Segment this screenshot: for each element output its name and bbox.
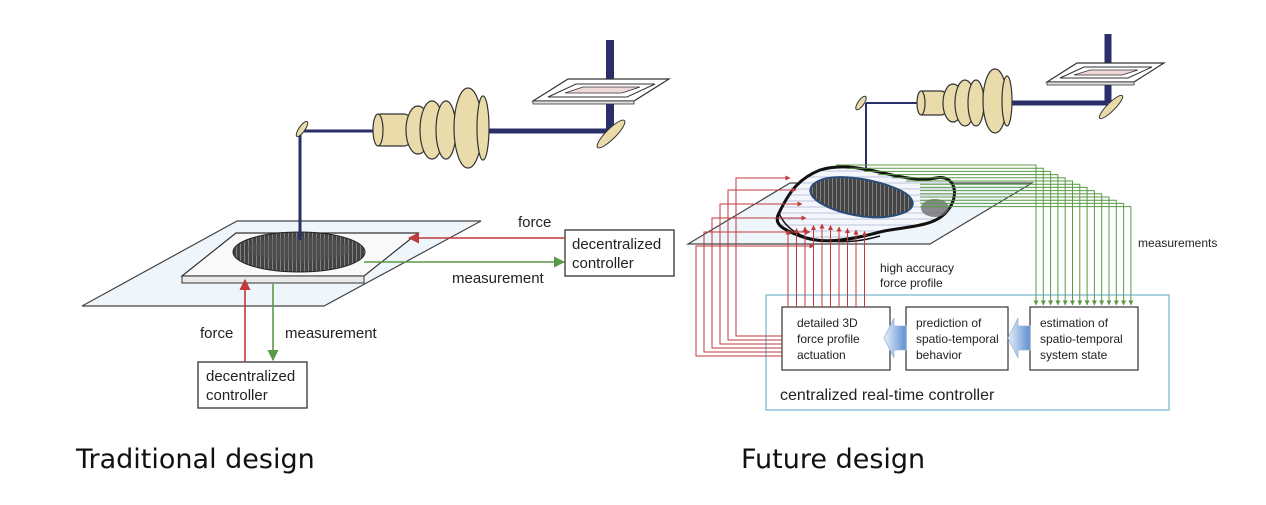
measurement-line [906,180,1075,306]
box-prediction [905,306,1009,371]
measurement-line [920,190,1097,306]
measurement-line [836,164,1039,306]
measurement-line [920,206,1134,306]
measurement-line [920,193,1105,306]
force-loop-arrow [735,175,791,337]
fold-mirror-icon [295,120,309,138]
future-deformable-mirror [809,176,914,219]
measurement-arrows-group [836,164,1134,306]
force-arrows-group [695,175,867,357]
box-estimation-line1: estimation of [1040,316,1109,330]
measurement-line [920,183,1083,306]
force-loop-arrow [719,201,803,345]
label-measurement-right: measurement [452,270,545,287]
box-prediction-line3: behavior [916,348,962,362]
measurement-line [864,170,1054,306]
label-high-accuracy-line2: force profile [880,276,943,290]
measurement-line [920,196,1112,306]
box-estimation-line2: spatio-temporal [1040,332,1123,346]
caption-traditional: Traditional design [76,444,315,475]
box-estimation-line3: system state [1040,348,1108,362]
label-measurements: measurements [1138,236,1217,250]
box-actuation-line3: actuation [797,348,846,362]
force-loop-arrow [703,229,811,353]
measurement-line [850,167,1046,306]
measurement-line [920,186,1090,306]
future-mirror-shadow [921,199,949,217]
future-sample-frame [1044,62,1167,86]
force-loop-arrow [695,243,815,357]
controller-bottom-box [197,361,308,409]
box-prediction-line2: spatio-temporal [916,332,999,346]
chip-edge [181,275,365,284]
measurement-line [892,177,1068,306]
box-prediction-line1: prediction of [916,316,982,330]
label-force-right: force [518,214,551,231]
controller-bottom-line2: controller [206,387,268,404]
future-fold-mirror-icon [855,95,867,111]
box-estimation [1029,306,1139,371]
future-right-mirror-icon [1098,94,1124,120]
measurement-line [878,174,1061,306]
measurement-line [920,199,1119,306]
centralized-controller-title: centralized real-time controller [780,387,995,404]
flow-arrow-prediction-to-actuation [883,317,907,359]
flow-arrow-estimation-to-prediction [1007,317,1031,359]
label-high-accuracy-line1: high accuracy [880,261,954,275]
caption-future: Future design [741,444,926,475]
controller-bottom-line1: decentralized [206,368,295,385]
force-loop-arrow [711,215,807,349]
traditional-design: decentralized controller force measureme… [81,40,675,409]
right-mirror-icon [596,119,626,149]
measurement-line [920,202,1127,306]
objective-lens-stack [372,87,490,169]
force-loop-arrow [727,187,797,341]
controller-right-line1: decentralized [572,236,661,253]
label-measurement-down: measurement [285,325,378,342]
mirror-shading [247,237,351,261]
future-lens-stack [916,68,1013,134]
sample-frame [530,78,672,105]
box-actuation-line1: detailed 3D [797,316,858,330]
membrane-edge [778,212,881,243]
future-design: measurements high accuracy force profile… [685,34,1217,411]
box-actuation-line2: force profile [797,332,860,346]
label-force-down: force [200,325,233,342]
box-actuation [781,306,891,371]
controller-right-line2: controller [572,255,634,272]
controller-right-box [564,229,675,277]
